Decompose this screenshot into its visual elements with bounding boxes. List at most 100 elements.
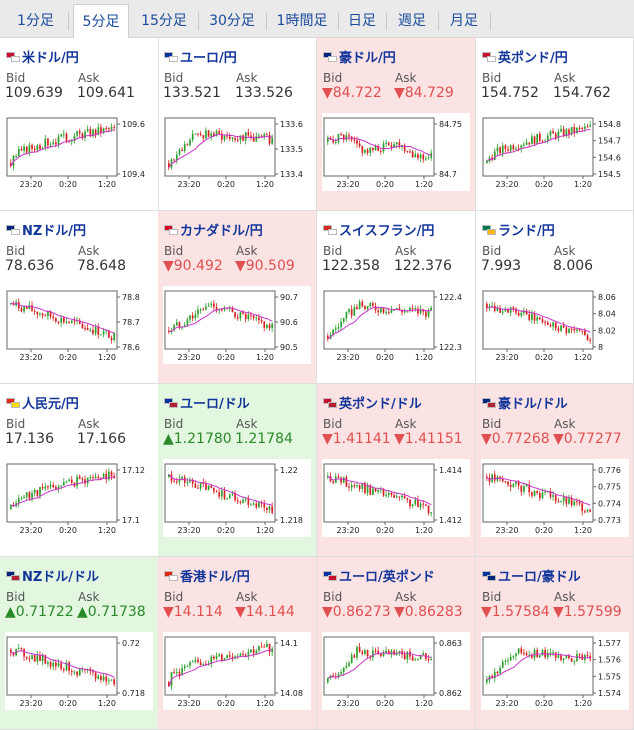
- candle-body: [63, 133, 65, 135]
- mini-candle-chart[interactable]: 0.72 0.718 23:20 0:20 1:20: [5, 632, 153, 710]
- rate-card[interactable]: ユーロ/ドル Bid Ask ▲1.21780 1.21784 1.22 1.218 23:2…: [158, 384, 317, 557]
- candle-body: [239, 501, 242, 503]
- pair-title-link[interactable]: カナダドル/円: [164, 220, 263, 239]
- tab-5[interactable]: 1時間足: [276, 13, 328, 29]
- candle-body: [223, 490, 226, 499]
- mini-candle-chart[interactable]: 0.776 0.775 0.774 0.773 23:20 0:20 1:20: [481, 459, 629, 537]
- mini-candle-chart[interactable]: 84.75 84.7 23:20 0:20 1:20: [322, 113, 470, 191]
- mini-candle-chart[interactable]: 133.6 133.5 133.4 23:20 0:20 1:20: [163, 113, 311, 191]
- mini-candle-chart[interactable]: 90.7 90.6 90.5 23:20 0:20 1:20: [163, 286, 311, 364]
- x-tick-label: 1:20: [574, 699, 592, 708]
- pair-title-link[interactable]: ランド/円: [482, 220, 555, 239]
- rate-card[interactable]: カナダドル/円 Bid Ask ▼90.492 ▼90.509 90.7 90.6 90.5 2…: [158, 211, 317, 384]
- candle-body: [55, 142, 57, 145]
- pair-title-link[interactable]: ユーロ/英ポンド: [323, 566, 435, 585]
- mini-candle-chart[interactable]: 154.8 154.7 154.6 154.5 23:20 0:20 1:20: [481, 113, 629, 191]
- pair-title-link[interactable]: 英ポンド/ドル: [323, 393, 422, 412]
- pair-title-link[interactable]: 香港ドル/円: [164, 566, 250, 585]
- pair-title-link[interactable]: 米ドル/円: [6, 47, 79, 66]
- candle-body: [260, 646, 263, 648]
- rate-card[interactable]: ユーロ/円 Bid Ask 133.521 133.526 133.6 133.5 133.4…: [158, 38, 317, 211]
- candle-body: [223, 307, 226, 310]
- x-tick-label: 23:20: [336, 526, 359, 535]
- candle-body: [70, 140, 73, 142]
- candle-body: [70, 670, 73, 673]
- candle-body: [23, 648, 25, 657]
- candle-body: [345, 312, 348, 319]
- candle-body: [39, 486, 41, 496]
- candle-body: [108, 128, 110, 130]
- rate-card[interactable]: スイスフラン/円 Bid Ask 122.358 122.376 122.4 122.3 23…: [317, 211, 476, 384]
- pair-title-link[interactable]: 人民元/円: [6, 393, 79, 412]
- mini-candle-chart[interactable]: 1.22 1.218 23:20 0:20 1:20: [163, 459, 311, 537]
- rate-card[interactable]: NZドル/ドル Bid Ask ▲0.71722 ▲0.71738 0.72 0.718 23…: [0, 557, 159, 730]
- x-tick-label: 0:20: [376, 526, 394, 535]
- candle-body: [377, 489, 380, 492]
- pair-title-link[interactable]: NZドル/円: [6, 220, 86, 239]
- candle-body: [504, 481, 507, 483]
- rate-card[interactable]: 米ドル/円 Bid Ask 109.639 109.641 109.6 109.4 23:20…: [0, 38, 159, 211]
- candle-body: [271, 323, 274, 328]
- tab-3[interactable]: 15分足: [141, 13, 187, 29]
- rate-card[interactable]: ランド/円 Bid Ask 7.993 8.006 8.06 8.04 8.02 8 23:20 0…: [476, 211, 634, 384]
- tab-8[interactable]: 月足: [450, 13, 478, 29]
- candle-body: [578, 654, 581, 656]
- mini-candle-chart[interactable]: 0.863 0.862 23:20 0:20 1:20: [322, 632, 470, 710]
- rate-card[interactable]: NZドル/円 Bid Ask 78.636 78.648 78.8 78.7 78.6 23:2…: [0, 211, 159, 384]
- x-tick-label: 1:20: [98, 180, 116, 189]
- rate-card[interactable]: 人民元/円 Bid Ask 17.136 17.166 17.12 17.1 23:20 0:2…: [0, 384, 159, 557]
- candle-body: [414, 499, 417, 505]
- pair-title-link[interactable]: ユーロ/ドル: [164, 393, 250, 412]
- tab-6[interactable]: 日足: [348, 13, 376, 29]
- pair-title-link[interactable]: NZドル/ドル: [6, 566, 99, 585]
- mini-candle-chart[interactable]: 78.8 78.7 78.6 23:20 0:20 1:20: [5, 286, 153, 364]
- candle-body: [263, 646, 266, 648]
- x-tick-label: 23:20: [19, 180, 42, 189]
- x-tick-label: 23:20: [495, 353, 518, 362]
- pair-title-link[interactable]: ユーロ/円: [164, 47, 237, 66]
- rate-card[interactable]: ユーロ/英ポンド Bid Ask ▼0.86273 ▼0.86283 0.863 0.862…: [317, 557, 476, 730]
- rate-card[interactable]: 香港ドル/円 Bid Ask ▼14.114 ▼14.144 14.1 14.08 23:20…: [158, 557, 317, 730]
- rate-card[interactable]: 豪ドル/ドル Bid Ask ▼0.77268 ▼0.77277 0.776 0.775 0.…: [476, 384, 634, 557]
- candle-body: [199, 482, 202, 489]
- rate-card[interactable]: 英ポンド/円 Bid Ask 154.752 154.762 154.8 154.7 154.…: [476, 38, 634, 211]
- candle-body: [173, 480, 175, 482]
- candle-body: [531, 654, 533, 658]
- candle-body: [390, 492, 393, 496]
- mini-candle-chart[interactable]: 109.6 109.4 23:20 0:20 1:20: [5, 113, 153, 191]
- tab-1[interactable]: 1分足: [17, 13, 54, 29]
- candle-body: [250, 504, 252, 506]
- mini-candle-chart[interactable]: 14.1 14.08 23:20 0:20 1:20: [163, 632, 311, 710]
- candle-body: [49, 311, 52, 317]
- mini-candle-chart[interactable]: 1.414 1.412 23:20 0:20 1:20: [322, 459, 470, 537]
- mini-candle-chart[interactable]: 122.4 122.3 23:20 0:20 1:20: [322, 286, 470, 364]
- pair-title-link[interactable]: スイスフラン/円: [323, 220, 434, 239]
- tab-4[interactable]: 30分足: [209, 13, 255, 29]
- candle-body: [507, 149, 509, 151]
- pair-title-link[interactable]: 豪ドル/円: [323, 47, 396, 66]
- candle-body: [255, 317, 258, 319]
- bid-value: ▼0.86273: [322, 604, 391, 620]
- pair-title-link[interactable]: 英ポンド/円: [482, 47, 568, 66]
- pair-title-link[interactable]: 豪ドル/ドル: [482, 393, 568, 412]
- candle-body: [380, 308, 382, 313]
- pair-title-link[interactable]: ユーロ/豪ドル: [482, 566, 581, 585]
- y-tick-label: 1.576: [598, 656, 621, 665]
- y-tick-label: 0.774: [598, 499, 621, 508]
- rate-card[interactable]: ユーロ/豪ドル Bid Ask ▼1.57584 ▼1.57599 1.577 1.576 1…: [476, 557, 634, 730]
- rate-card[interactable]: 英ポンド/ドル Bid Ask ▼1.41141 ▼1.41151 1.414 1.412 2…: [317, 384, 476, 557]
- rate-card[interactable]: 豪ドル/円 Bid Ask ▼84.722 ▼84.729 84.75 84.7 23:20 0…: [317, 38, 476, 211]
- candle-body: [271, 137, 274, 144]
- mini-candle-chart[interactable]: 8.06 8.04 8.02 8 23:20 0:20 1:20: [481, 286, 629, 364]
- candle-body: [361, 146, 364, 153]
- plot-area: [482, 463, 594, 523]
- pair-name: 米ドル/円: [22, 51, 79, 66]
- candle-body: [546, 322, 549, 326]
- mini-candle-chart[interactable]: 1.577 1.576 1.575 1.574 23:20 0:20 1:20: [481, 632, 629, 710]
- candle-body: [586, 126, 589, 128]
- candle-body: [97, 676, 100, 679]
- bid-label: Bid: [482, 417, 502, 431]
- tab-7[interactable]: 週足: [398, 13, 426, 29]
- tab-2[interactable]: 5分足: [73, 4, 129, 38]
- mini-candle-chart[interactable]: 17.12 17.1 23:20 0:20 1:20: [5, 459, 153, 537]
